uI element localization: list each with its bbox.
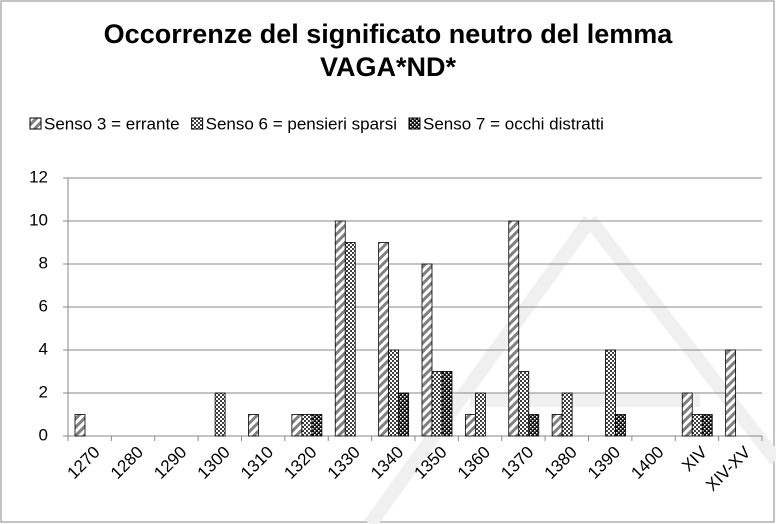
legend-swatch <box>29 117 42 130</box>
bar <box>291 414 303 437</box>
bar <box>311 414 323 437</box>
bar <box>551 414 563 437</box>
bar <box>248 414 259 437</box>
legend-label: Senso 6 = pensieri sparsi <box>206 114 397 133</box>
bar <box>681 392 693 437</box>
bar <box>344 242 356 437</box>
legend-label: Senso 7 = occhi distratti <box>423 114 604 133</box>
y-tick-label: 10 <box>29 210 48 229</box>
bar <box>691 414 703 437</box>
bar <box>301 414 313 437</box>
bar <box>421 263 433 437</box>
bar <box>474 392 486 437</box>
y-tick-label: 8 <box>39 253 48 272</box>
legend-swatch <box>191 117 204 130</box>
legend-label: Senso 3 = errante <box>44 114 180 133</box>
bar <box>518 371 530 437</box>
bar <box>388 349 400 437</box>
bar <box>561 392 573 437</box>
bar <box>605 349 616 437</box>
bar <box>441 371 453 437</box>
chart-title: Occorrenze del significato neutro del le… <box>103 19 673 82</box>
y-tick-label: 6 <box>39 296 48 315</box>
bar <box>725 349 737 437</box>
y-tick-label: 2 <box>39 382 48 401</box>
bar <box>464 414 476 437</box>
bar <box>615 414 626 437</box>
bar <box>378 242 390 437</box>
legend-swatch <box>408 117 421 130</box>
bar <box>214 392 226 437</box>
bar <box>508 220 520 437</box>
bar <box>334 220 346 437</box>
y-tick-label: 4 <box>39 339 48 358</box>
watermark <box>364 215 776 524</box>
bar <box>398 392 410 437</box>
bar <box>528 414 540 437</box>
bar <box>431 371 443 437</box>
bar <box>74 414 86 437</box>
y-tick-label: 12 <box>29 167 48 186</box>
y-tick-label: 0 <box>39 425 48 444</box>
bar <box>701 414 713 437</box>
